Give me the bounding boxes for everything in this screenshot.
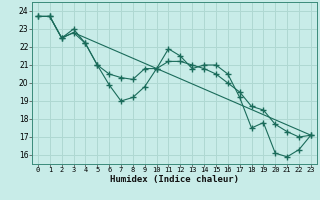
X-axis label: Humidex (Indice chaleur): Humidex (Indice chaleur) <box>110 175 239 184</box>
